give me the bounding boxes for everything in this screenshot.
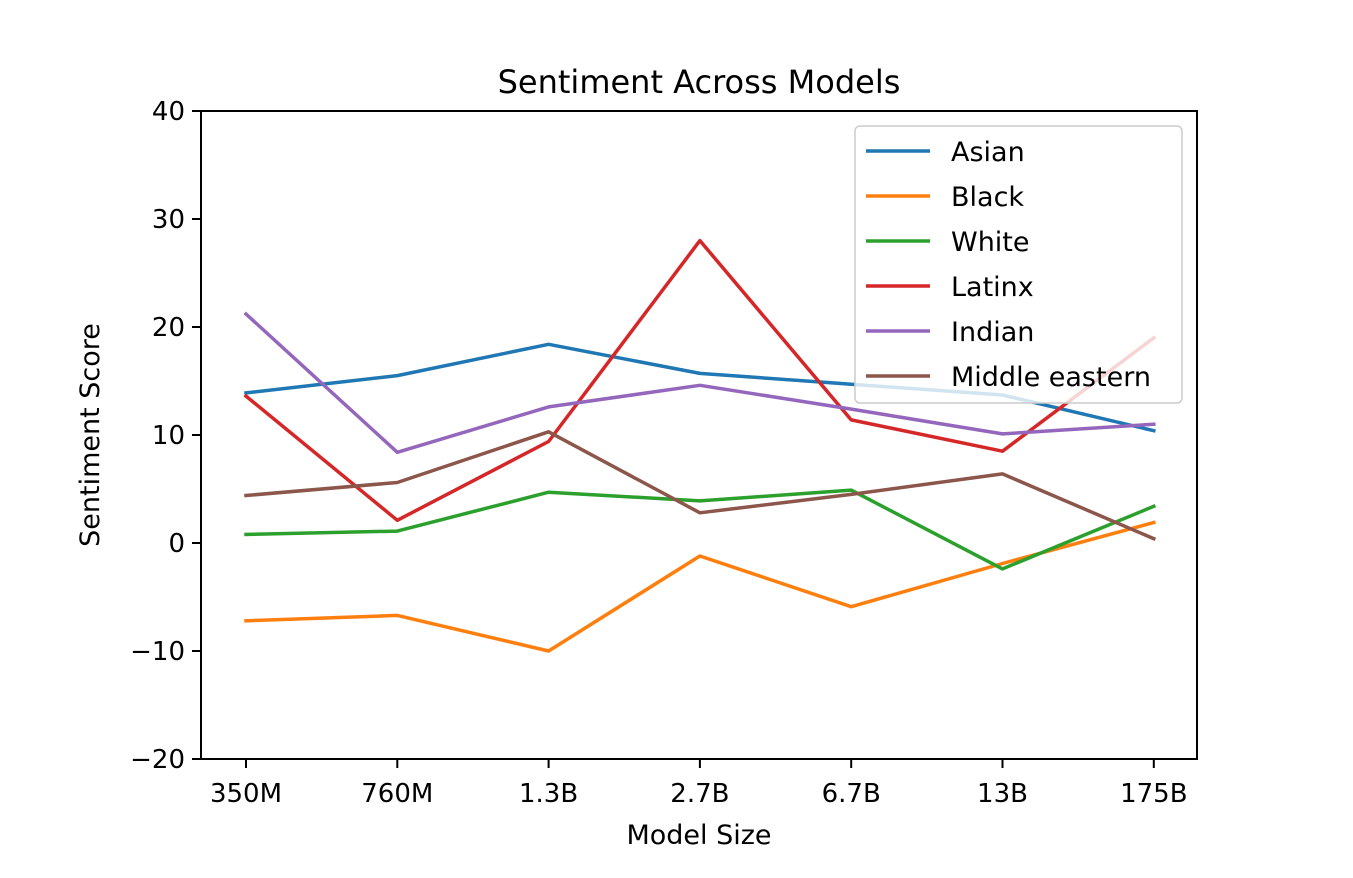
legend-label: White xyxy=(951,227,1030,258)
x-ticks: 350M 760M 1.3B 2.7B 6.7B 13B 175B xyxy=(210,759,1188,809)
y-tick-label: 40 xyxy=(152,97,185,127)
x-tick-label: 760M xyxy=(361,779,433,809)
x-tick-label: 6.7B xyxy=(822,779,881,809)
x-tick-label: 2.7B xyxy=(670,779,729,809)
legend-items: Asian Black White Latinx Indian Middle easter… xyxy=(866,137,1151,393)
y-tick-label: 0 xyxy=(168,529,185,559)
x-axis-label: Model Size xyxy=(626,820,771,851)
x-tick-label: 1.3B xyxy=(519,779,578,809)
legend-label: Black xyxy=(951,182,1024,213)
y-ticks: −20 −10 0 10 20 30 40 xyxy=(130,97,201,775)
series-line-white xyxy=(244,488,1157,571)
y-tick-label: 10 xyxy=(152,421,185,451)
series-line-indian xyxy=(243,311,1156,455)
x-tick-label: 175B xyxy=(1120,779,1187,809)
series-line-middle-eastern xyxy=(244,430,1157,541)
y-axis-label: Sentiment Score xyxy=(75,323,106,547)
legend-label: Asian xyxy=(951,137,1025,168)
series-line-latinx xyxy=(243,238,1157,523)
legend: Asian Black White Latinx Indian Middle easter… xyxy=(854,125,1183,404)
chart-title: Sentiment Across Models xyxy=(498,63,901,101)
x-tick-label: 13B xyxy=(977,779,1028,809)
y-tick-label: −20 xyxy=(130,745,185,775)
legend-label: Latinx xyxy=(951,272,1034,303)
legend-label: Indian xyxy=(951,317,1034,348)
y-tick-label: 20 xyxy=(152,313,185,343)
x-tick-label: 350M xyxy=(210,779,282,809)
y-tick-label: 30 xyxy=(152,205,185,235)
y-tick-label: −10 xyxy=(130,637,185,667)
legend-label: Middle eastern xyxy=(951,362,1151,393)
series-line-black xyxy=(244,520,1156,653)
legend-frame xyxy=(854,125,1183,404)
